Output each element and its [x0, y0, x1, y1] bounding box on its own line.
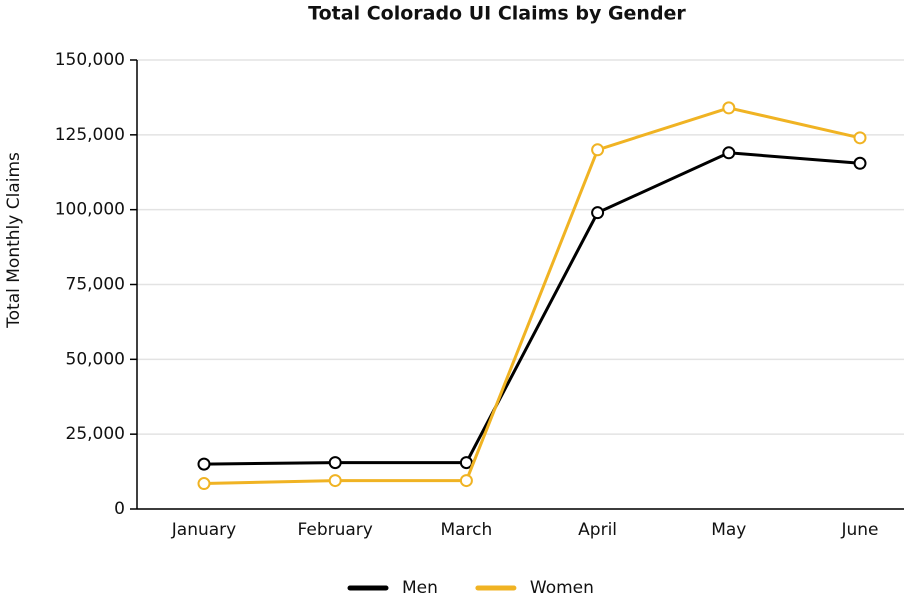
data-point	[591, 143, 605, 157]
data-point	[197, 457, 211, 471]
data-point	[853, 156, 867, 170]
y-tick-label: 100,000	[55, 200, 125, 220]
x-tick-label: May	[711, 520, 746, 540]
y-tick-label: 125,000	[55, 125, 125, 145]
chart-title: Total Colorado UI Claims by Gender	[308, 3, 686, 25]
y-axis-label: Total Monthly Claims	[4, 152, 24, 329]
y-tick-label: 25,000	[66, 424, 125, 444]
series-line	[203, 106, 861, 486]
y-tick-label: 150,000	[55, 50, 125, 70]
data-point	[328, 456, 342, 470]
y-tick-label: 75,000	[66, 275, 125, 295]
x-tick-label: March	[440, 520, 492, 540]
series-line	[203, 151, 861, 466]
data-point	[591, 206, 605, 220]
data-point	[197, 477, 211, 491]
data-point	[459, 474, 473, 488]
x-tick-label: April	[578, 520, 617, 540]
data-point	[459, 456, 473, 470]
data-point	[853, 131, 867, 145]
legend-label: Women	[530, 578, 594, 598]
data-point	[328, 474, 342, 488]
x-tick-label: June	[840, 520, 878, 540]
data-point	[722, 101, 736, 115]
y-tick-label: 0	[114, 499, 125, 519]
y-tick-label: 50,000	[66, 349, 125, 369]
data-point	[722, 146, 736, 160]
x-tick-label: January	[171, 520, 236, 540]
legend-label: Men	[402, 578, 438, 598]
x-tick-label: February	[298, 520, 373, 540]
